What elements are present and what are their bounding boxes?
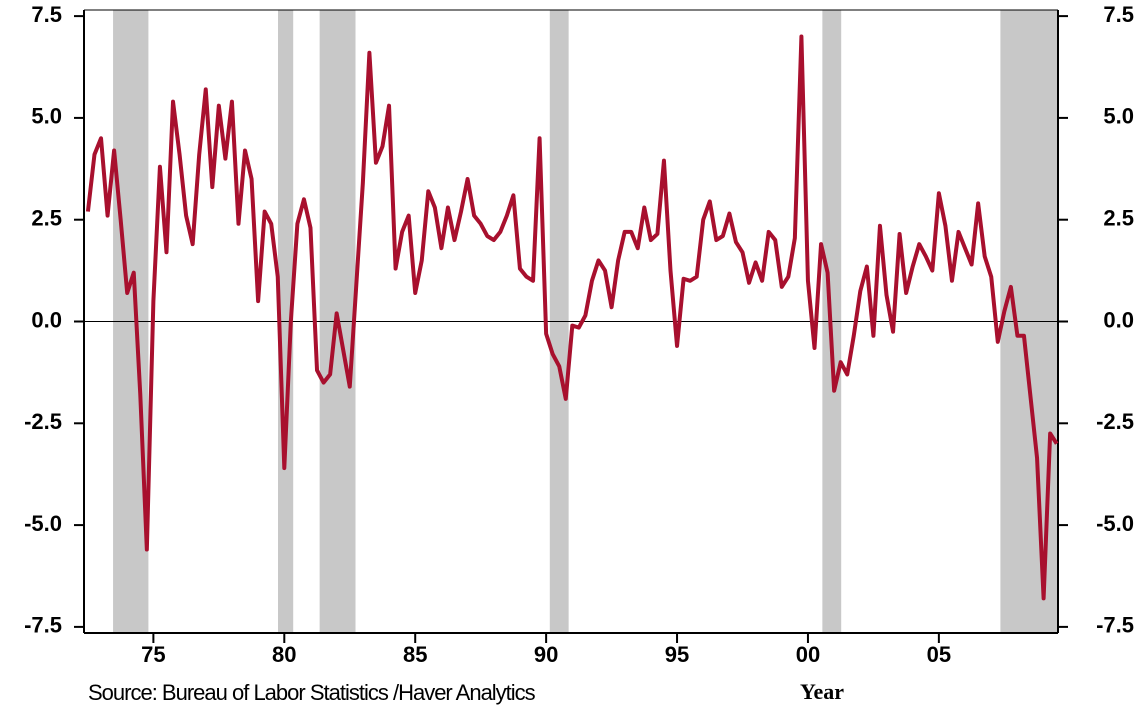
- x-axis-label: Year: [800, 679, 844, 704]
- y2-tick-label: -7.5: [1096, 613, 1134, 638]
- y-tick-label: -2.5: [24, 409, 62, 434]
- y-tick-label: 2.5: [31, 206, 62, 231]
- y-tick-label: -7.5: [24, 613, 62, 638]
- y2-tick-label: 2.5: [1103, 206, 1134, 231]
- source-note: Source: Bureau of Labor Statistics /Have…: [88, 680, 536, 705]
- y-tick-label: 5.0: [31, 104, 62, 129]
- data-line: [85, 34, 1059, 601]
- x-tick-label: 80: [272, 642, 296, 667]
- x-tick-label: 90: [534, 642, 558, 667]
- x-tick-label: 85: [403, 642, 427, 667]
- y-tick-label: 0.0: [31, 307, 62, 332]
- y-tick-label: -5.0: [24, 511, 62, 536]
- x-tick-label: 05: [927, 642, 951, 667]
- y2-tick-label: 7.5: [1103, 2, 1134, 27]
- x-tick-label: 75: [141, 642, 165, 667]
- y2-tick-label: -5.0: [1096, 511, 1134, 536]
- y2-tick-label: -2.5: [1096, 409, 1134, 434]
- y-tick-label: 7.5: [31, 2, 62, 27]
- y2-tick-label: 5.0: [1103, 104, 1134, 129]
- y2-tick-label: 0.0: [1103, 307, 1134, 332]
- x-tick-label: 00: [796, 642, 820, 667]
- x-tick-label: 95: [665, 642, 689, 667]
